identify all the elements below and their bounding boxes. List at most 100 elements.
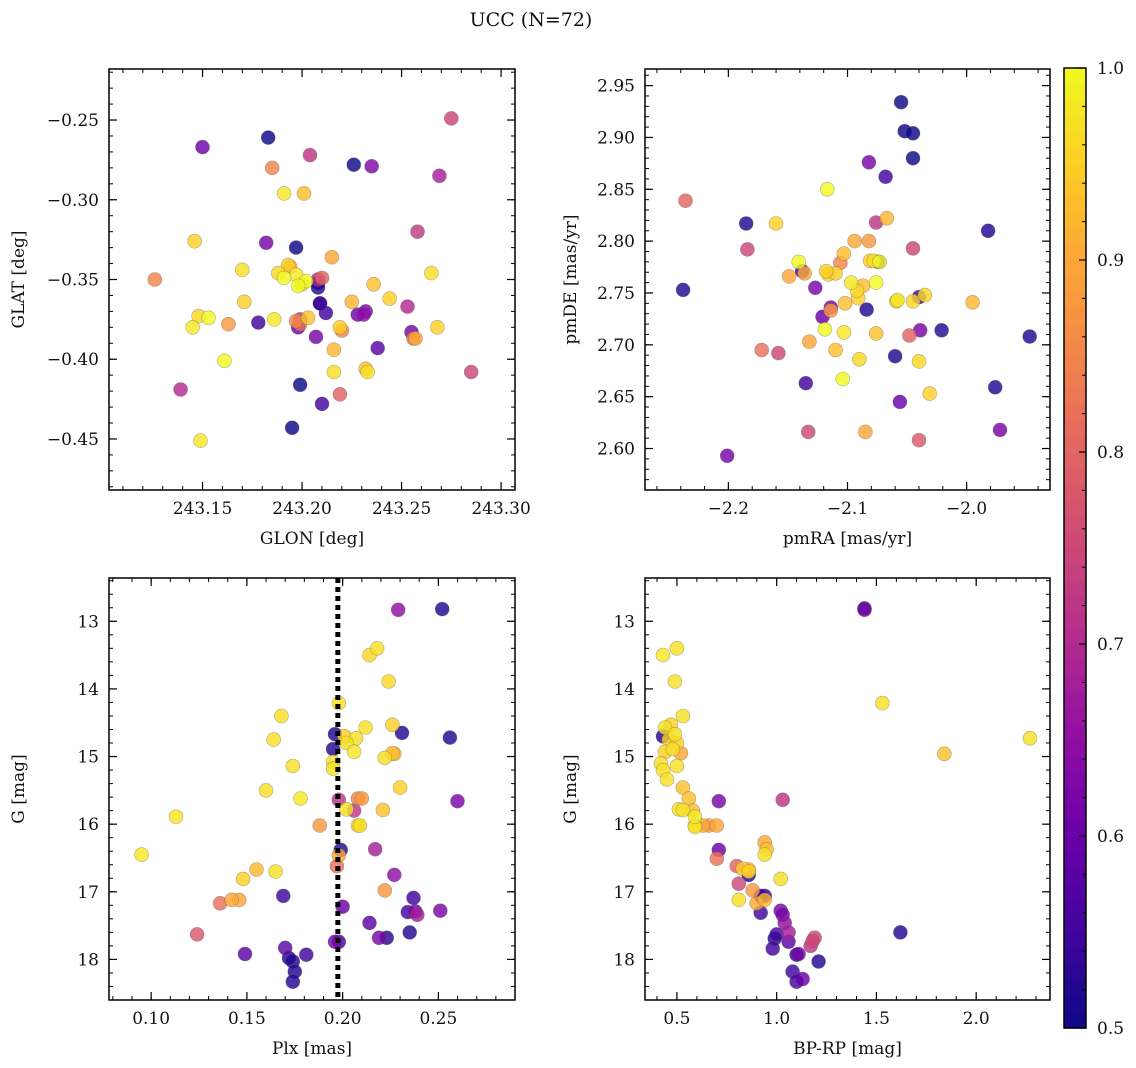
x-tick-label: 243.25 (372, 499, 431, 519)
data-point (802, 334, 817, 350)
data-point (859, 302, 874, 317)
data-point (298, 947, 314, 963)
data-point (276, 270, 292, 286)
colorbar-segment (1064, 900, 1086, 917)
colorbar-segment (1064, 980, 1086, 997)
data-point (292, 377, 308, 393)
data-point (905, 293, 921, 309)
data-point (296, 186, 312, 201)
data-point (274, 708, 289, 724)
colorbar-segment (1064, 932, 1086, 949)
data-point (147, 272, 163, 287)
data-point (828, 342, 843, 358)
y-tick-label: 18 (77, 950, 99, 970)
x-tick-label: 243.30 (471, 499, 530, 519)
colorbar-segment (1064, 868, 1086, 885)
data-point (195, 139, 210, 155)
data-point (980, 223, 996, 239)
panel-1: 243.15 243.20 243.25 243.30 −0.45 −0.40 −0.35 −… (9, 68, 531, 549)
data-point (314, 396, 330, 412)
data-point (868, 326, 884, 341)
y-tick-label: 2.60 (597, 440, 635, 460)
data-point (369, 640, 385, 656)
data-point (382, 291, 397, 306)
colorbar-tick-label: 0.9 (1097, 251, 1124, 271)
colorbar-segment (1064, 436, 1086, 453)
data-point (221, 316, 236, 332)
data-point (364, 159, 380, 174)
data-point (276, 186, 292, 201)
colorbar-segment (1064, 68, 1086, 85)
colorbar-segment (1064, 804, 1086, 821)
colorbar-tick-label: 0.8 (1097, 443, 1124, 463)
data-point (258, 235, 274, 251)
data-point (797, 265, 812, 281)
data-point (371, 930, 387, 946)
colorbar-segment (1064, 212, 1086, 229)
data-point (193, 433, 208, 448)
data-point (1022, 329, 1037, 344)
data-point (765, 941, 781, 956)
y-tick-label: 2.95 (597, 77, 635, 97)
colorbar-segment (1064, 884, 1086, 901)
colorbar-segment (1064, 484, 1086, 501)
data-point (134, 847, 149, 862)
data-point (264, 160, 280, 176)
x-tick-label: 1.5 (863, 1009, 890, 1029)
data-point (667, 726, 683, 742)
data-point (868, 275, 884, 290)
colorbar-segment (1064, 724, 1086, 741)
data-point (424, 265, 439, 281)
data-point (352, 818, 368, 833)
colorbar-segment (1064, 116, 1086, 133)
colorbar-segment (1064, 452, 1086, 469)
data-point (268, 864, 283, 879)
data-point (781, 925, 796, 940)
data-point (392, 780, 408, 795)
data-point (450, 793, 465, 809)
colorbar-segment (1064, 692, 1086, 709)
colorbar-segment (1064, 84, 1086, 101)
colorbar-segment (1064, 564, 1086, 581)
y-tick-label: 17 (77, 883, 99, 903)
data-point (185, 319, 200, 335)
scatter-points (134, 601, 465, 990)
data-point (168, 809, 184, 825)
data-point (354, 791, 370, 806)
data-point (781, 269, 797, 284)
data-point (390, 602, 406, 618)
y-tick-label: −0.25 (47, 111, 99, 131)
data-point (936, 746, 952, 762)
colorbar-tick-label: 1.0 (1097, 59, 1124, 79)
data-point (285, 974, 301, 990)
x-tick-label: −2.1 (827, 499, 868, 519)
data-point (442, 730, 458, 745)
data-point (740, 242, 755, 257)
colorbar-segment (1064, 164, 1086, 181)
data-point (836, 325, 852, 340)
colorbar-segment (1064, 1012, 1086, 1029)
data-point (432, 903, 448, 919)
data-point (260, 130, 276, 145)
colorbar-segment (1064, 516, 1086, 533)
data-point (800, 424, 816, 440)
y-axis-label: G [mag] (561, 754, 581, 823)
data-point (675, 708, 691, 724)
data-point (277, 940, 293, 956)
data-point (905, 150, 921, 166)
data-point (843, 275, 859, 290)
data-point (917, 287, 933, 303)
data-point (731, 892, 747, 908)
x-tick-label: 0.20 (324, 1009, 362, 1029)
y-tick-label: 14 (613, 680, 635, 700)
colorbar-tick-label: 0.6 (1097, 827, 1124, 847)
data-point (665, 741, 681, 757)
colorbar-segment (1064, 708, 1086, 725)
data-point (675, 802, 691, 818)
data-point (249, 862, 264, 877)
data-point (791, 254, 807, 270)
data-point (1022, 730, 1038, 746)
colorbar-segment (1064, 500, 1086, 517)
data-point (893, 94, 909, 110)
colorbar-segment (1064, 404, 1086, 421)
